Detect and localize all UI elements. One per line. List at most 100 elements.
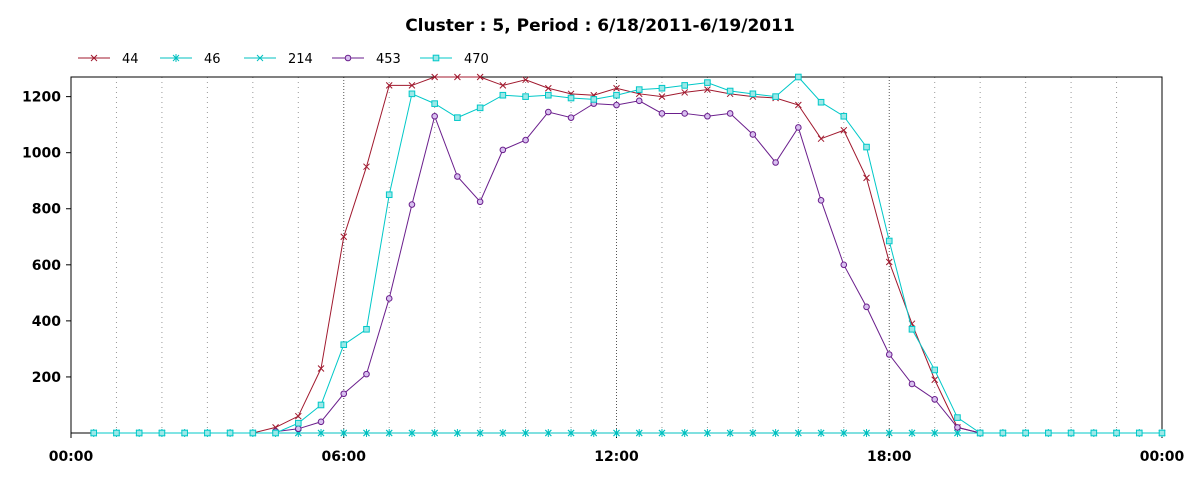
data-point	[1113, 429, 1120, 437]
data-point	[499, 146, 507, 154]
data-point	[794, 429, 802, 437]
data-point	[204, 429, 211, 437]
axes: 200 400 600 800 1000 1200 00:00 06:00 12:00 18:00…	[22, 76, 1185, 465]
chart-title: Cluster : 5, Period : 6/18/2011-6/19/201…	[405, 16, 795, 36]
data-point	[931, 376, 939, 384]
data-point	[544, 429, 552, 437]
data-point	[135, 429, 143, 437]
data-point	[817, 197, 825, 204]
data-point	[340, 390, 348, 398]
data-point	[545, 108, 552, 116]
data-point	[931, 396, 939, 403]
data-point	[635, 97, 643, 105]
data-point	[545, 91, 552, 99]
data-point	[522, 76, 529, 84]
data-point	[840, 112, 848, 120]
data-point	[885, 429, 893, 437]
legend-entry: 214	[244, 52, 313, 67]
data-point	[681, 82, 688, 89]
y-tick-label: 400	[32, 314, 61, 330]
data-point	[749, 90, 757, 98]
data-point	[499, 82, 507, 89]
data-point	[249, 429, 257, 437]
data-point	[340, 429, 348, 437]
data-point	[954, 424, 961, 431]
data-point	[408, 201, 416, 208]
data-point	[658, 429, 666, 437]
data-point	[363, 163, 370, 171]
data-point	[704, 429, 711, 437]
series-44	[90, 73, 1166, 437]
data-point	[954, 414, 961, 421]
data-point	[658, 110, 666, 117]
data-point	[772, 429, 779, 437]
data-point	[294, 412, 302, 420]
legend-entry: 44	[78, 52, 139, 67]
series-line	[93, 76, 1162, 434]
data-point	[432, 54, 440, 62]
data-point	[294, 425, 302, 433]
series-453	[272, 97, 984, 437]
data-point	[476, 198, 484, 206]
data-point	[863, 174, 870, 182]
data-point	[1045, 429, 1052, 437]
data-point	[256, 54, 264, 62]
data-point	[726, 110, 734, 117]
data-point	[476, 104, 484, 112]
data-point	[635, 86, 643, 93]
data-point	[885, 237, 893, 245]
data-point	[385, 191, 393, 199]
data-point	[408, 82, 416, 89]
series-line	[93, 76, 1162, 434]
data-point	[363, 429, 370, 437]
data-point	[90, 429, 98, 437]
data-point	[363, 370, 370, 378]
grid	[115, 77, 1118, 433]
data-point	[795, 124, 802, 131]
y-tick-label: 200	[32, 370, 61, 386]
legend-label: 44	[122, 52, 139, 67]
data-point	[1135, 429, 1143, 437]
data-point	[408, 429, 416, 437]
data-point	[431, 100, 438, 107]
data-point	[794, 101, 802, 109]
data-point	[681, 89, 689, 96]
data-point	[1067, 429, 1075, 437]
data-point	[840, 126, 848, 134]
data-point	[681, 110, 688, 117]
data-point	[817, 429, 825, 437]
data-point	[863, 429, 870, 437]
x-tick-label: 12:00	[594, 449, 639, 465]
data-point	[454, 114, 461, 121]
legend: 44 46 214 453 470	[78, 52, 489, 67]
data-point	[408, 90, 416, 98]
data-point	[908, 429, 916, 437]
data-point	[340, 341, 348, 349]
data-point	[567, 94, 575, 102]
data-point	[817, 98, 825, 106]
data-point	[385, 295, 393, 302]
data-point	[522, 93, 529, 100]
legend-label: 214	[288, 52, 313, 67]
data-point	[885, 351, 893, 358]
legend-label: 470	[464, 52, 489, 67]
data-point	[726, 429, 734, 437]
data-point	[317, 429, 325, 437]
data-point	[476, 73, 484, 81]
y-tick-label: 1000	[22, 146, 61, 162]
data-point	[681, 429, 689, 437]
data-point	[226, 429, 234, 437]
legend-entry: 46	[160, 52, 221, 67]
data-point	[499, 91, 507, 99]
data-point	[1022, 429, 1029, 437]
data-point	[431, 73, 439, 81]
data-point	[172, 54, 180, 62]
data-point	[317, 418, 325, 426]
data-point	[567, 429, 575, 437]
data-point	[772, 93, 779, 100]
data-point	[317, 401, 325, 409]
series-470	[90, 73, 1166, 437]
data-point	[317, 365, 325, 372]
series-layer	[90, 73, 1166, 437]
